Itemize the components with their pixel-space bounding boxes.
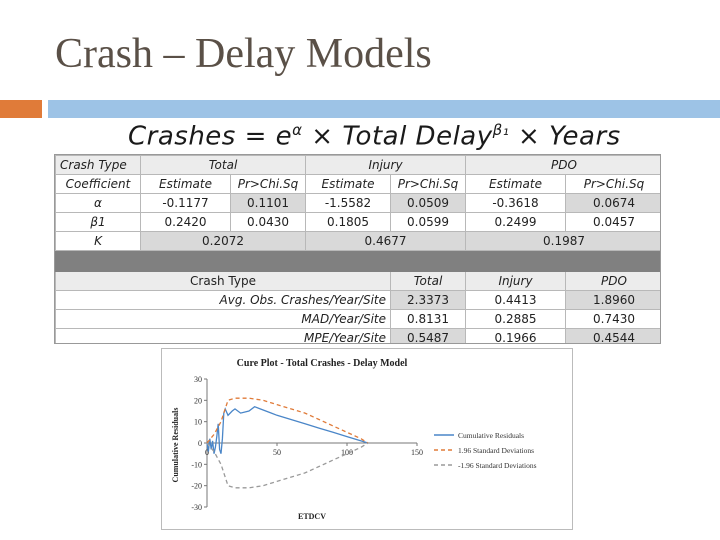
header-crash-type-2: Crash Type bbox=[55, 271, 391, 291]
table-cell: 0.7430 bbox=[564, 309, 660, 329]
table-cell: 0.4677 bbox=[305, 231, 466, 251]
header-injury: Injury bbox=[305, 155, 466, 175]
table-cell: 0.2420 bbox=[140, 212, 231, 232]
model-formula: Crashes = eα × Total Delayβ₁ × Years bbox=[128, 121, 621, 152]
y-tick-label: 0 bbox=[198, 439, 202, 448]
x-axis-label: ETDCV bbox=[298, 512, 326, 521]
legend-label-0: Cumulative Residuals bbox=[458, 431, 524, 440]
table-cell: 0.2072 bbox=[140, 231, 306, 251]
table-cell: 0.0430 bbox=[230, 212, 306, 232]
table-divider-band bbox=[55, 250, 660, 272]
chart-title: Cure Plot - Total Crashes - Delay Model bbox=[237, 358, 408, 369]
table-cell: 0.1966 bbox=[465, 328, 566, 343]
cure-plot-svg: Cure Plot - Total Crashes - Delay Model … bbox=[171, 358, 537, 521]
slide-title: Crash – Delay Models bbox=[55, 31, 432, 77]
metric-label: MPE/Year/Site bbox=[55, 328, 391, 343]
y-tick-label: 20 bbox=[194, 396, 202, 405]
table-cell: -0.3618 bbox=[465, 193, 566, 213]
series-line-0 bbox=[206, 405, 369, 454]
metric-label: Avg. Obs. Crashes/Year/Site bbox=[55, 290, 391, 310]
y-tick-label: -10 bbox=[191, 460, 202, 469]
x-tick-label: 0 bbox=[205, 448, 209, 457]
formula-end: × Years bbox=[509, 121, 621, 152]
table2-header-row: Crash Type Total Injury PDO bbox=[55, 271, 660, 291]
legend-label-2: -1.96 Standard Deviations bbox=[458, 461, 537, 470]
row-label-k: K bbox=[55, 231, 141, 251]
series-line-2 bbox=[206, 442, 369, 489]
y-tick-label: 10 bbox=[194, 418, 202, 427]
legend-label-1: 1.96 Standard Deviations bbox=[458, 446, 534, 455]
formula-lhs: Crashes bbox=[128, 121, 236, 152]
series-line-1 bbox=[206, 397, 369, 444]
table-cell: 0.4544 bbox=[564, 328, 660, 343]
formula-mid: × Total Delay bbox=[302, 121, 493, 152]
table-group-header-row: Crash Type Total Injury PDO bbox=[55, 155, 660, 175]
table-cell: 0.1805 bbox=[305, 212, 391, 232]
subheader-cell: Coefficient bbox=[55, 174, 141, 194]
formula-alpha: α bbox=[292, 121, 303, 139]
subheader-cell: Pr>Chi.Sq bbox=[230, 174, 306, 194]
table-cell: 0.0674 bbox=[564, 193, 660, 213]
subheader-cell: Estimate bbox=[140, 174, 231, 194]
table-cell: 0.0457 bbox=[564, 212, 660, 232]
table-row: MPE/Year/Site 0.5487 0.1966 0.4544 bbox=[55, 328, 660, 343]
accent-bar-blue bbox=[48, 100, 720, 118]
row-label-alpha: α bbox=[55, 193, 141, 213]
metric-label: MAD/Year/Site bbox=[55, 309, 391, 329]
cure-plot-chart: Cure Plot - Total Crashes - Delay Model … bbox=[161, 348, 573, 530]
header-total: Total bbox=[140, 155, 306, 175]
header-pdo-2: PDO bbox=[564, 271, 660, 291]
formula-beta: β₁ bbox=[492, 121, 510, 139]
x-tick-label: 150 bbox=[411, 448, 423, 457]
subheader-cell: Pr>Chi.Sq bbox=[564, 174, 660, 194]
table-cell: 0.0509 bbox=[390, 193, 466, 213]
results-table: Crash Type Total Injury PDO Coefficient … bbox=[54, 154, 661, 344]
y-tick-label: 30 bbox=[194, 375, 202, 384]
table-cell: 0.4413 bbox=[465, 290, 566, 310]
table-row: MAD/Year/Site 0.8131 0.2885 0.7430 bbox=[55, 309, 660, 329]
table-cell: 0.1101 bbox=[230, 193, 306, 213]
header-pdo: PDO bbox=[464, 155, 660, 175]
subheader-cell: Pr>Chi.Sq bbox=[390, 174, 466, 194]
table-cell: -0.1177 bbox=[140, 193, 231, 213]
table-cell: 0.2885 bbox=[465, 309, 566, 329]
y-tick-label: -20 bbox=[191, 482, 202, 491]
x-tick-label: 50 bbox=[273, 448, 281, 457]
header-crash-type: Crash Type bbox=[55, 155, 141, 175]
table-cell: 0.0599 bbox=[390, 212, 466, 232]
table-row: Avg. Obs. Crashes/Year/Site 2.3373 0.441… bbox=[55, 290, 660, 310]
table-cell: 0.1987 bbox=[464, 231, 660, 251]
table-cell: 2.3373 bbox=[390, 290, 466, 310]
subheader-cell: Estimate bbox=[465, 174, 566, 194]
table-cell: 0.5487 bbox=[390, 328, 466, 343]
table-row-k: K 0.2072 0.4677 0.1987 bbox=[55, 231, 660, 251]
header-total-2: Total bbox=[390, 271, 466, 291]
x-tick-label: 100 bbox=[341, 448, 353, 457]
row-label-beta1: β1 bbox=[55, 212, 141, 232]
table-cell: 1.8960 bbox=[564, 290, 660, 310]
accent-bar-orange bbox=[0, 100, 42, 118]
header-injury-2: Injury bbox=[465, 271, 566, 291]
table-row: β1 0.2420 0.0430 0.1805 0.0599 0.2499 0.… bbox=[55, 212, 660, 232]
table-cell: 0.8131 bbox=[390, 309, 466, 329]
table-row: α -0.1177 0.1101 -1.5582 0.0509 -0.3618 … bbox=[55, 193, 660, 213]
formula-eq: = e bbox=[235, 121, 293, 152]
table-cell: -1.5582 bbox=[305, 193, 391, 213]
y-axis-label: Cumulative Residuals bbox=[171, 408, 180, 483]
subheader-cell: Estimate bbox=[305, 174, 391, 194]
table-subheader-row: Coefficient Estimate Pr>Chi.Sq Estimate … bbox=[55, 174, 660, 194]
table-cell: 0.2499 bbox=[465, 212, 566, 232]
y-tick-label: -30 bbox=[191, 503, 202, 512]
